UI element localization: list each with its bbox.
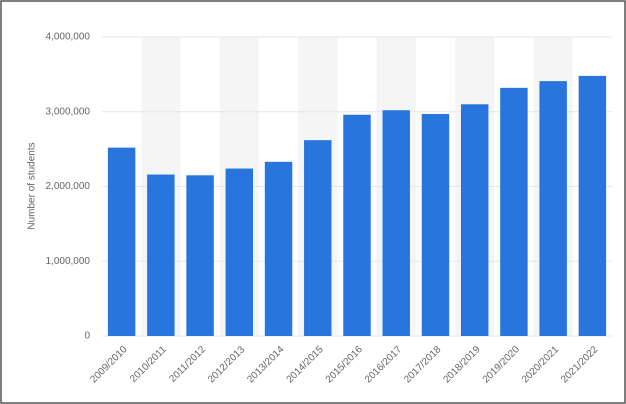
bar: [343, 114, 371, 337]
y-tick-label: 4,000,000: [46, 32, 91, 43]
bar: [107, 147, 136, 336]
y-tick-label: 0: [84, 331, 90, 342]
bar: [500, 87, 528, 336]
y-tick-label: 3,000,000: [46, 106, 91, 117]
bar: [186, 175, 214, 336]
bar: [460, 104, 489, 337]
bar: [304, 140, 332, 336]
bar: [225, 168, 254, 336]
y-tick-label: 2,000,000: [46, 181, 91, 192]
y-axis-title: Number of students: [27, 142, 38, 229]
bar: [382, 110, 410, 336]
bar: [539, 81, 567, 336]
bar: [147, 174, 175, 336]
y-tick-label: 1,000,000: [46, 256, 91, 267]
bar: [264, 161, 293, 336]
bar: [421, 113, 450, 337]
bar: [578, 75, 607, 337]
